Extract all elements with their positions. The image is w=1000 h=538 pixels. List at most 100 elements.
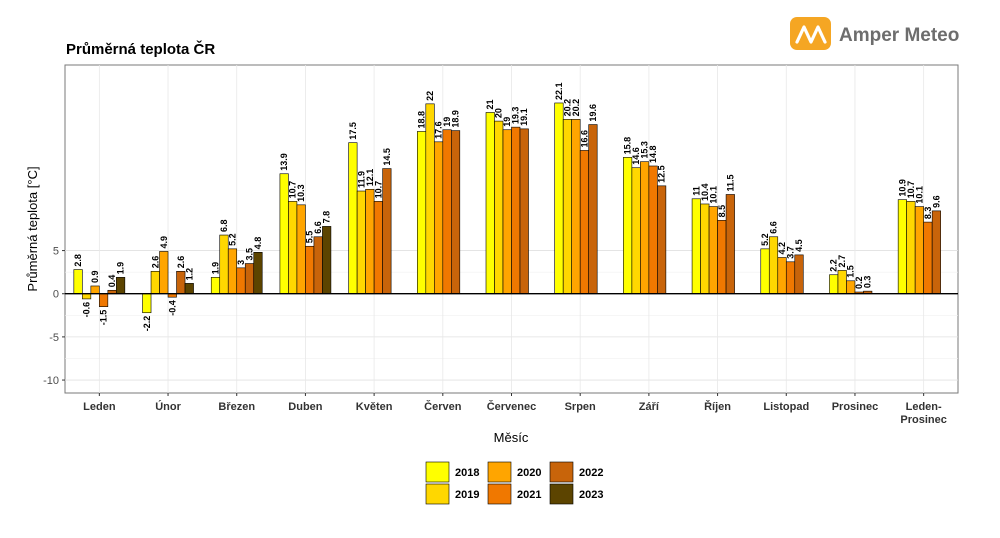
bar-value-label: 2.8 xyxy=(73,254,83,267)
bar-value-label: 17.6 xyxy=(434,121,444,139)
bar-value-label: 17.5 xyxy=(348,122,358,140)
bar xyxy=(116,277,126,295)
bar xyxy=(184,283,194,295)
bar-value-label: 0.4 xyxy=(107,275,117,288)
bar xyxy=(82,293,92,300)
x-tick-label: Prosinec xyxy=(900,414,946,426)
bar xyxy=(691,198,701,295)
bar-value-label: 8.5 xyxy=(717,205,727,218)
bar xyxy=(253,252,263,295)
bar xyxy=(244,263,255,295)
x-tick-label: Srpen xyxy=(565,401,596,413)
bar xyxy=(73,269,83,295)
bar-value-label: 6.6 xyxy=(313,221,323,234)
bar-value-label: 5.2 xyxy=(227,233,237,246)
bar-value-label: 18.9 xyxy=(451,110,461,128)
bar xyxy=(236,267,246,295)
bar xyxy=(348,142,358,295)
x-tick-label: Červenec xyxy=(487,400,537,413)
x-axis-title: Měsíc xyxy=(494,430,529,445)
bar-value-label: 10.1 xyxy=(708,186,718,204)
bar-value-label: 1.2 xyxy=(184,268,194,281)
bar-value-label: 9.6 xyxy=(931,195,941,208)
bar-value-label: 10.9 xyxy=(897,179,907,197)
bar xyxy=(640,161,650,295)
bar-value-label: 4.2 xyxy=(777,242,787,255)
bar xyxy=(485,112,495,295)
bar-value-label: 21 xyxy=(485,99,495,109)
bar-value-label: 10.4 xyxy=(700,183,710,201)
bar-value-label: 19 xyxy=(502,117,512,127)
bar xyxy=(588,124,598,295)
bar-value-label: 13.9 xyxy=(279,153,289,171)
bar-value-label: 1.9 xyxy=(116,262,126,275)
legend-label: 2021 xyxy=(517,489,541,501)
bar-value-label: 0.2 xyxy=(854,276,864,289)
logo-icon xyxy=(790,17,831,50)
bar xyxy=(150,270,160,295)
brand-logo: Amper Meteo xyxy=(790,17,959,50)
bar xyxy=(159,251,169,295)
bar xyxy=(631,167,641,295)
bar-value-label: 15.3 xyxy=(640,141,650,159)
bar xyxy=(417,131,427,295)
bar-value-label: 4.8 xyxy=(253,237,263,250)
bar-value-label: -0.6 xyxy=(82,302,92,318)
legend-label: 2018 xyxy=(455,467,479,479)
bar-value-label: 6.6 xyxy=(769,221,779,234)
bar xyxy=(519,128,529,295)
bar-value-label: 11 xyxy=(691,186,701,196)
bar-value-label: 8.3 xyxy=(923,207,933,220)
x-tick-label: Listopad xyxy=(763,401,809,413)
x-tick-label: Duben xyxy=(288,401,323,413)
bar xyxy=(700,203,710,295)
bar-value-label: 0.3 xyxy=(863,276,873,289)
bar-value-label: 3.5 xyxy=(244,248,254,261)
bar-value-label: 14.5 xyxy=(382,148,392,166)
bar-value-label: -2.2 xyxy=(142,316,152,332)
y-tick-label: 0 xyxy=(53,289,59,301)
bar-value-label: 2.7 xyxy=(837,255,847,268)
bar xyxy=(829,274,839,295)
bar-value-label: 7.8 xyxy=(322,211,332,224)
bar-value-label: 2.6 xyxy=(150,256,160,269)
bar xyxy=(923,221,933,295)
bar xyxy=(931,210,941,295)
legend: 2018 2019 2020 2021 2022 2023 xyxy=(425,461,603,505)
legend-key xyxy=(425,461,450,483)
data-labels: 2.8-0.60.9-1.50.41.9-2.22.64.9-0.42.61.2… xyxy=(73,82,941,331)
bar xyxy=(90,285,100,295)
bar-value-label: 16.6 xyxy=(579,130,589,148)
bar-value-label: 0.9 xyxy=(90,270,100,283)
bar xyxy=(794,254,804,295)
brand-name: Amper Meteo xyxy=(839,25,959,46)
bar xyxy=(451,130,461,295)
x-axis-ticks: Leden Únor Březen Duben Květen Červen Červenec… xyxy=(83,393,947,426)
legend-label: 2019 xyxy=(455,489,479,501)
y-tick-label: -5 xyxy=(49,332,59,344)
bar-value-label: 6.8 xyxy=(219,220,229,233)
bar xyxy=(708,206,718,295)
legend-key xyxy=(549,461,574,483)
y-tick-label: -10 xyxy=(43,375,59,387)
bar xyxy=(442,129,452,295)
bar xyxy=(554,102,564,295)
bar xyxy=(210,277,221,295)
legend-label: 2020 xyxy=(517,467,541,479)
bar xyxy=(296,204,306,295)
x-tick-label: Únor xyxy=(155,400,181,413)
bar-value-label: 10.7 xyxy=(373,181,383,199)
y-tick-label: 5 xyxy=(53,246,59,258)
bar-value-label: 2.6 xyxy=(176,256,186,269)
x-tick-label: Květen xyxy=(356,401,393,413)
bar xyxy=(288,201,298,295)
bar-value-label: 4.9 xyxy=(159,236,169,249)
bar xyxy=(511,126,521,295)
bar-value-label: -0.4 xyxy=(167,300,177,316)
bar-value-label: 10.3 xyxy=(296,184,306,202)
bar-value-label: 20.2 xyxy=(562,99,572,117)
legend-key xyxy=(487,483,512,505)
bar-value-label: 19 xyxy=(442,117,452,127)
chart-title: Průměrná teplota ČR xyxy=(66,40,215,58)
bar xyxy=(897,199,907,295)
